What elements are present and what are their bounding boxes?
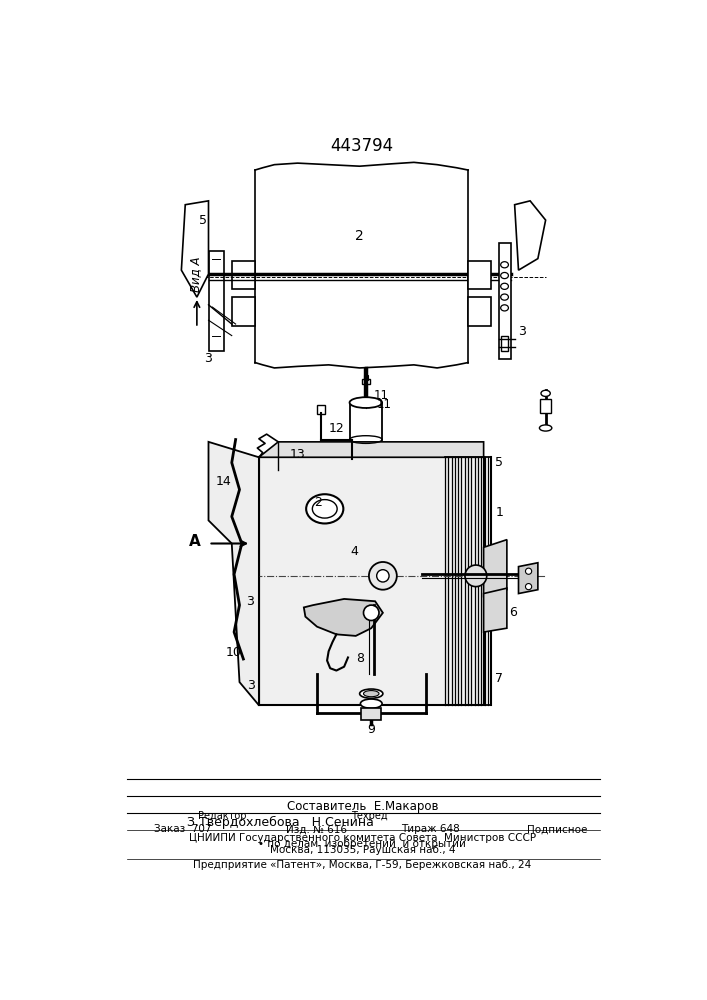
Polygon shape — [259, 442, 484, 457]
Text: 6: 6 — [509, 606, 517, 619]
Polygon shape — [209, 442, 259, 705]
Polygon shape — [484, 540, 507, 597]
Text: 3: 3 — [247, 679, 255, 692]
Polygon shape — [515, 201, 546, 270]
Text: Редактор: Редактор — [198, 811, 247, 821]
Text: 11: 11 — [377, 398, 392, 411]
Polygon shape — [232, 261, 255, 289]
Text: 1: 1 — [495, 506, 503, 519]
Text: 3: 3 — [245, 595, 254, 608]
Ellipse shape — [349, 397, 382, 408]
Text: 10: 10 — [226, 646, 242, 659]
Text: Вид А: Вид А — [189, 256, 202, 292]
Ellipse shape — [541, 390, 550, 396]
Bar — [363, 375, 368, 380]
Text: 14: 14 — [216, 475, 232, 488]
Bar — [317, 405, 325, 414]
Text: Тираж 648: Тираж 648 — [401, 824, 460, 834]
Text: З.Твердохлебова   Н.Сенина: З.Твердохлебова Н.Сенина — [187, 816, 373, 829]
Text: 7: 7 — [495, 672, 503, 685]
Text: • по делам  изобретений  и открытий: • по делам изобретений и открытий — [258, 839, 467, 849]
Text: Подписное: Подписное — [527, 824, 587, 834]
Text: Изд. № 616: Изд. № 616 — [286, 824, 346, 834]
Text: Москва, 113035, Раушская наб., 4: Москва, 113035, Раушская наб., 4 — [269, 845, 455, 855]
Ellipse shape — [361, 699, 382, 708]
Bar — [361, 708, 381, 720]
Polygon shape — [518, 563, 538, 594]
Circle shape — [363, 605, 379, 620]
Text: ЦНИИПИ Государственного комитета Совета  Министров СССР: ЦНИИПИ Государственного комитета Совета … — [189, 833, 536, 843]
Polygon shape — [468, 261, 491, 289]
Text: 4: 4 — [350, 545, 358, 558]
Circle shape — [465, 565, 486, 587]
Polygon shape — [304, 599, 383, 636]
Polygon shape — [259, 457, 484, 705]
Text: Техред: Техред — [351, 811, 388, 821]
Text: 13: 13 — [290, 448, 305, 461]
Text: 12: 12 — [329, 422, 344, 434]
Bar — [501, 336, 508, 351]
Circle shape — [525, 568, 532, 574]
Polygon shape — [232, 297, 255, 326]
Text: 443794: 443794 — [330, 137, 394, 155]
Text: 9: 9 — [368, 723, 375, 736]
Ellipse shape — [539, 425, 552, 431]
Polygon shape — [468, 297, 491, 326]
Text: 5: 5 — [495, 456, 503, 469]
Circle shape — [369, 562, 397, 590]
Polygon shape — [182, 201, 209, 297]
Text: 11: 11 — [373, 389, 389, 402]
Text: Заказ  707: Заказ 707 — [154, 824, 211, 834]
Polygon shape — [484, 588, 507, 632]
Text: 3: 3 — [518, 325, 526, 338]
Text: 2: 2 — [314, 496, 322, 509]
Circle shape — [525, 584, 532, 590]
Text: 2: 2 — [355, 229, 364, 242]
Bar — [540, 399, 551, 413]
Text: Предприятие «Патент», Москва, Г-59, Бережковская наб., 24: Предприятие «Патент», Москва, Г-59, Бере… — [193, 860, 532, 870]
Text: 5: 5 — [199, 214, 207, 227]
Bar — [362, 379, 370, 384]
Text: Составитель  Е.Макаров: Составитель Е.Макаров — [286, 800, 438, 813]
Circle shape — [377, 570, 389, 582]
Polygon shape — [499, 243, 510, 359]
Polygon shape — [209, 251, 224, 351]
Text: 3: 3 — [204, 352, 212, 365]
Ellipse shape — [312, 500, 337, 518]
Text: А: А — [189, 534, 201, 549]
Ellipse shape — [306, 494, 344, 523]
Ellipse shape — [360, 689, 383, 698]
Text: 8: 8 — [356, 652, 363, 666]
Ellipse shape — [363, 691, 379, 697]
